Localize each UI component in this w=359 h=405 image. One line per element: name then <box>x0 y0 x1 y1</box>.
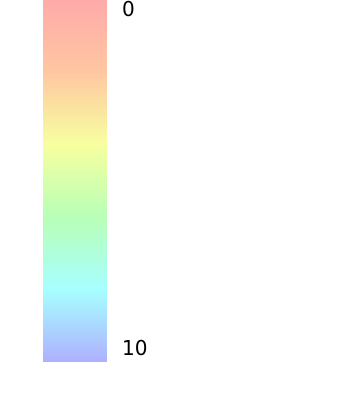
colorbar-rect <box>43 0 107 362</box>
colorbar-gradient <box>43 0 107 362</box>
colorbar-tick-max: 10 <box>122 336 148 360</box>
colorbar-tick-min: 0 <box>122 0 135 21</box>
